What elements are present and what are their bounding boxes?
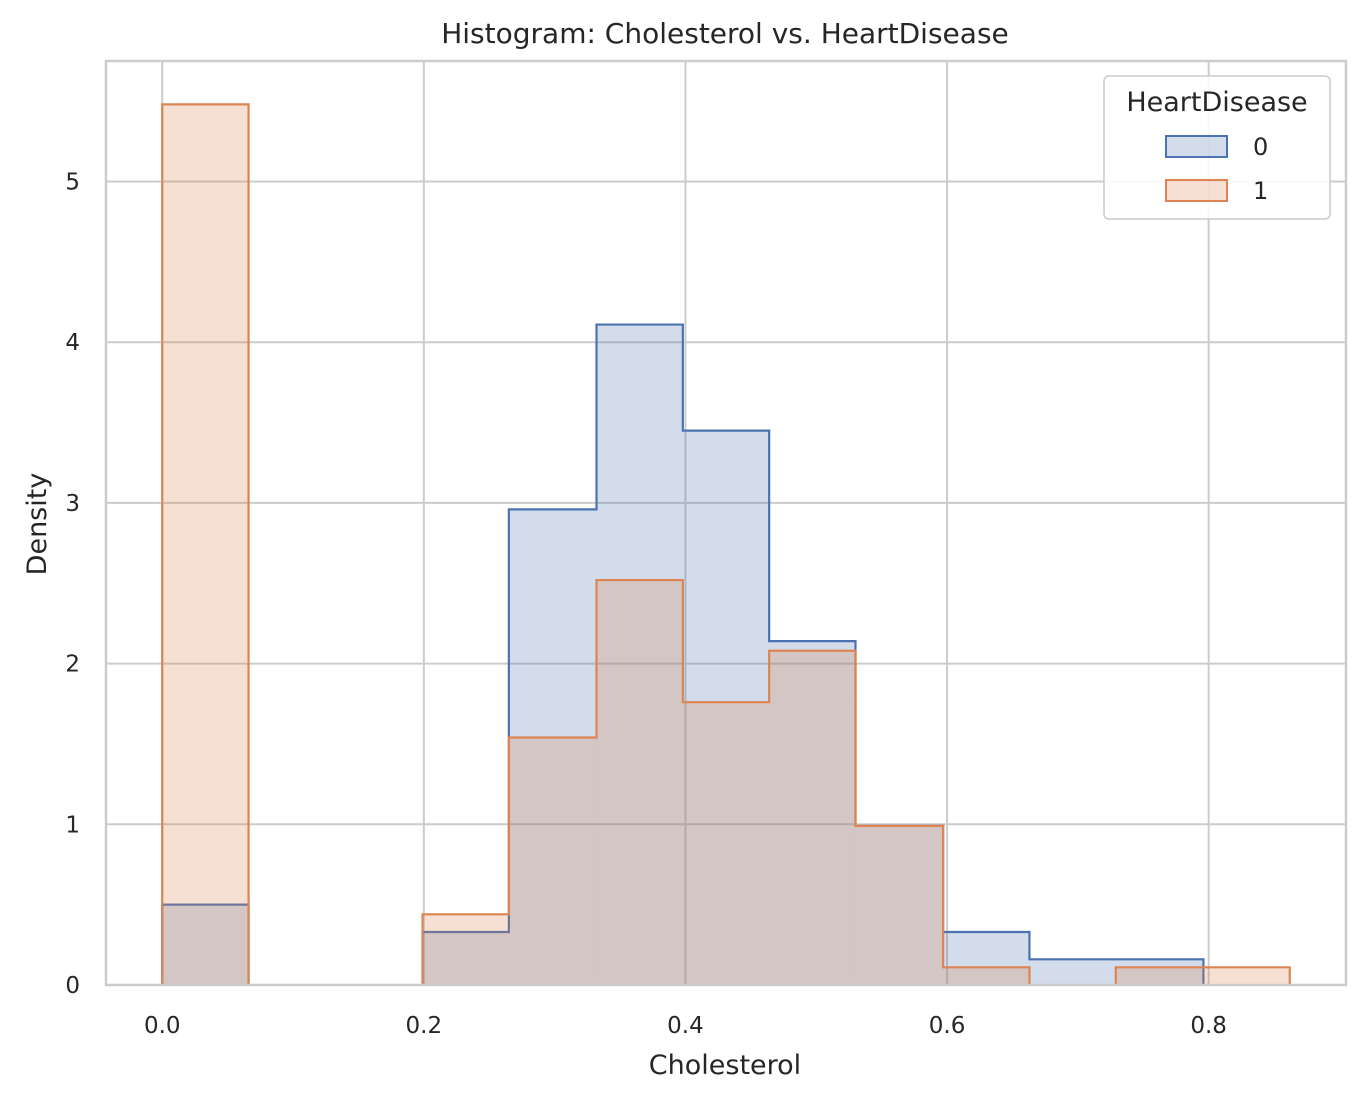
bar-series0-bin-0 xyxy=(162,904,249,985)
bar-series1-bin-6 xyxy=(682,702,770,985)
axes-frame xyxy=(104,59,1348,987)
bar-series0-bin-11 xyxy=(1115,959,1204,985)
y-axis-title: Density xyxy=(22,473,53,576)
bar-series1-bin-7 xyxy=(769,650,856,985)
legend-box xyxy=(1103,75,1331,220)
bar-series0-bin-8 xyxy=(855,825,944,985)
y-tick-label-1: 1 xyxy=(65,812,80,838)
bar-series0-bin-7 xyxy=(769,641,856,985)
bar-series0-bin-10 xyxy=(1029,959,1116,985)
x-tick-label-3: 0.6 xyxy=(929,1013,966,1039)
y-tick-label-4: 4 xyxy=(65,330,80,356)
legend-label-1: 1 xyxy=(1253,177,1268,205)
x-tick-label-2: 0.4 xyxy=(667,1013,704,1039)
step-outline-series1-1 xyxy=(421,578,1031,985)
bar-series1-bin-3 xyxy=(422,914,509,985)
step-outline-series1-2 xyxy=(1114,966,1291,985)
step-outline-series0-1 xyxy=(421,323,1205,985)
x-axis-title: Cholesterol xyxy=(649,1050,801,1081)
bar-series0-bin-5 xyxy=(596,324,683,985)
x-axis-ticks: 0.0 0.2 0.4 0.6 0.8 xyxy=(144,1013,1227,1039)
y-tick-label-0: 0 xyxy=(65,973,80,999)
series-0 xyxy=(161,323,1205,986)
chart-title: Histogram: Cholesterol vs. HeartDisease xyxy=(441,17,1009,50)
plot-frame xyxy=(104,59,1348,987)
bar-series1-bin-4 xyxy=(508,737,597,985)
legend-swatch-1 xyxy=(1165,179,1228,202)
x-tick-label-4: 0.8 xyxy=(1190,1013,1227,1039)
bar-series1-bin-5 xyxy=(596,580,683,985)
histogram-bars xyxy=(161,103,1291,986)
bar-series0-bin-4 xyxy=(508,509,597,985)
y-tick-label-2: 2 xyxy=(65,652,80,678)
bar-series0-bin-9 xyxy=(943,931,1030,985)
bar-series1-bin-11 xyxy=(1115,967,1204,985)
bar-series1-bin-0 xyxy=(162,104,249,986)
series-1 xyxy=(161,103,1291,986)
y-axis-ticks: 0 1 2 3 4 5 xyxy=(65,170,80,999)
bar-series1-bin-12 xyxy=(1203,967,1290,985)
step-outline-series1-0 xyxy=(161,103,250,985)
x-tick-label-1: 0.2 xyxy=(406,1013,443,1039)
bar-series0-bin-3 xyxy=(422,931,509,985)
legend-label-0: 0 xyxy=(1253,133,1268,161)
y-tick-label-3: 3 xyxy=(65,491,80,517)
y-tick-label-5: 5 xyxy=(65,170,80,196)
bar-series1-bin-8 xyxy=(855,825,944,985)
legend: HeartDisease 0 1 xyxy=(1103,75,1331,220)
legend-swatch-0 xyxy=(1165,135,1228,158)
x-tick-label-0: 0.0 xyxy=(144,1013,181,1039)
bar-series0-bin-6 xyxy=(682,430,770,986)
bar-series1-bin-9 xyxy=(943,967,1030,985)
legend-title: HeartDisease xyxy=(1126,87,1307,118)
